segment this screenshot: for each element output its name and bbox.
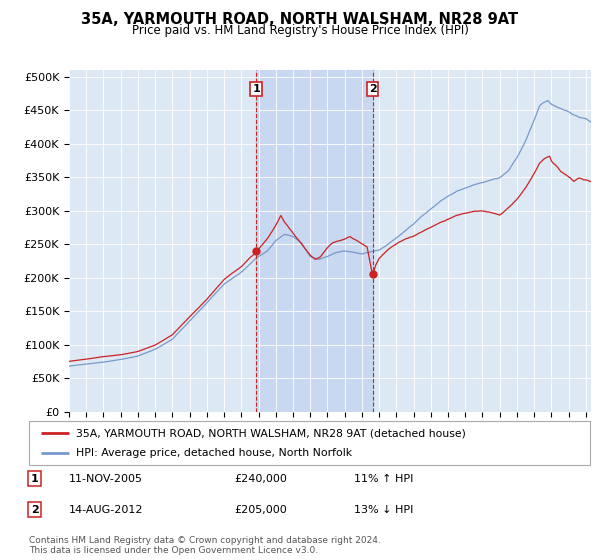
Text: 2: 2: [31, 505, 38, 515]
Text: Price paid vs. HM Land Registry's House Price Index (HPI): Price paid vs. HM Land Registry's House …: [131, 24, 469, 36]
Text: £205,000: £205,000: [234, 505, 287, 515]
Text: £240,000: £240,000: [234, 474, 287, 484]
Text: 11-NOV-2005: 11-NOV-2005: [69, 474, 143, 484]
Bar: [256, 70, 373, 412]
Text: 1: 1: [31, 474, 38, 484]
Text: 1: 1: [253, 84, 260, 94]
Text: HPI: Average price, detached house, North Norfolk: HPI: Average price, detached house, Nort…: [76, 449, 353, 459]
FancyBboxPatch shape: [29, 421, 590, 465]
Text: Contains HM Land Registry data © Crown copyright and database right 2024.
This d: Contains HM Land Registry data © Crown c…: [29, 536, 380, 556]
Text: 11% ↑ HPI: 11% ↑ HPI: [354, 474, 413, 484]
Text: 35A, YARMOUTH ROAD, NORTH WALSHAM, NR28 9AT (detached house): 35A, YARMOUTH ROAD, NORTH WALSHAM, NR28 …: [76, 428, 466, 438]
Text: 13% ↓ HPI: 13% ↓ HPI: [354, 505, 413, 515]
Text: 2: 2: [368, 84, 376, 94]
Text: 35A, YARMOUTH ROAD, NORTH WALSHAM, NR28 9AT: 35A, YARMOUTH ROAD, NORTH WALSHAM, NR28 …: [82, 12, 518, 27]
Text: 14-AUG-2012: 14-AUG-2012: [69, 505, 143, 515]
